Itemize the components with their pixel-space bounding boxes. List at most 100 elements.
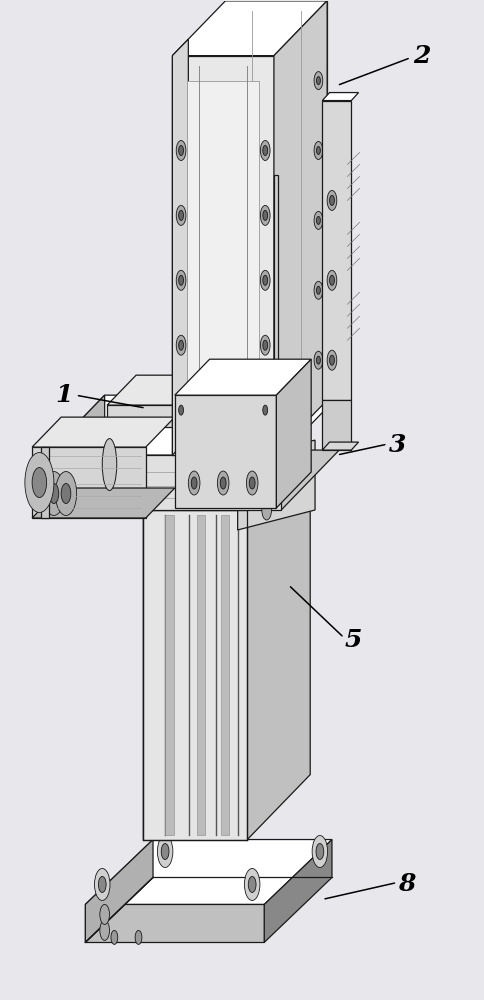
Circle shape [329,275,333,285]
Circle shape [43,472,64,515]
Polygon shape [196,515,205,835]
Polygon shape [186,81,259,435]
Polygon shape [143,437,165,510]
Circle shape [314,351,322,369]
Polygon shape [46,395,338,455]
Circle shape [314,72,322,90]
Ellipse shape [102,439,117,491]
Circle shape [157,836,172,867]
Polygon shape [165,515,173,835]
Circle shape [249,477,255,489]
Circle shape [260,205,270,225]
Circle shape [316,216,320,224]
Polygon shape [107,405,252,427]
Polygon shape [32,417,174,447]
Polygon shape [273,1,326,455]
Circle shape [316,77,320,85]
Circle shape [178,405,183,415]
Circle shape [262,210,267,220]
Polygon shape [220,515,229,835]
Circle shape [326,270,336,290]
Polygon shape [85,840,153,942]
Circle shape [260,141,270,160]
Circle shape [261,500,271,520]
Polygon shape [237,440,315,530]
Circle shape [176,205,185,225]
Circle shape [94,868,110,900]
Polygon shape [32,488,174,518]
Text: 3: 3 [388,433,405,457]
Circle shape [314,211,322,229]
Circle shape [191,477,197,489]
Circle shape [316,356,320,364]
Text: 5: 5 [344,628,362,652]
Circle shape [248,876,256,892]
Circle shape [178,210,183,220]
Circle shape [217,471,228,495]
Polygon shape [143,487,165,840]
Circle shape [260,400,270,420]
Circle shape [176,141,185,160]
Circle shape [176,270,185,290]
Circle shape [261,440,271,460]
Circle shape [262,340,267,350]
Circle shape [316,146,320,154]
Text: 2: 2 [412,44,429,68]
Circle shape [25,453,54,512]
Circle shape [314,141,322,159]
Polygon shape [107,375,281,405]
Circle shape [188,471,199,495]
Polygon shape [276,359,311,508]
Polygon shape [85,840,331,904]
Circle shape [312,836,327,867]
Polygon shape [32,447,146,518]
Circle shape [178,145,183,155]
Circle shape [32,468,46,498]
Polygon shape [41,447,49,518]
Circle shape [329,355,333,365]
Circle shape [326,350,336,370]
Circle shape [326,190,336,210]
Polygon shape [174,395,276,508]
Circle shape [314,281,322,299]
Circle shape [316,286,320,294]
Polygon shape [143,510,247,840]
Polygon shape [172,39,188,455]
Circle shape [135,930,142,944]
Circle shape [176,400,185,420]
Circle shape [262,145,267,155]
Text: 8: 8 [397,872,415,896]
Polygon shape [143,470,257,510]
Polygon shape [172,1,326,56]
Circle shape [178,340,183,350]
Circle shape [261,470,271,490]
Polygon shape [322,400,350,450]
Circle shape [98,876,106,892]
Polygon shape [85,904,264,942]
Circle shape [260,270,270,290]
Circle shape [262,405,267,415]
Circle shape [49,484,59,503]
Circle shape [61,484,71,503]
Polygon shape [225,1,326,400]
Circle shape [178,275,183,285]
Circle shape [329,195,333,205]
Polygon shape [322,101,350,400]
Polygon shape [322,93,358,101]
Text: 1: 1 [55,383,72,407]
Polygon shape [273,175,277,455]
Circle shape [111,930,118,944]
Circle shape [161,844,168,860]
Polygon shape [143,445,310,510]
Circle shape [316,844,323,860]
Circle shape [260,335,270,355]
Circle shape [246,471,257,495]
Circle shape [55,472,76,515]
Polygon shape [46,455,281,510]
Circle shape [176,335,185,355]
Polygon shape [46,450,338,510]
Polygon shape [264,840,331,942]
Polygon shape [322,442,358,450]
Circle shape [244,868,259,900]
Polygon shape [172,56,273,455]
